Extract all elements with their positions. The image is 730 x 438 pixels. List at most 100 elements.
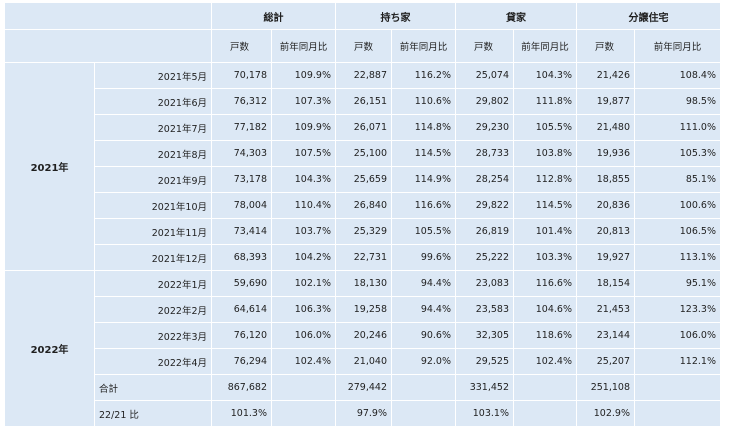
total-count-cell: 867,682: [211, 374, 272, 401]
owned-count-cell: 25,659: [335, 166, 392, 193]
total-count-cell: 76,294: [211, 348, 272, 375]
table-row: 2021年8月 74,303 107.5% 25,100 114.5% 28,733 103…: [5, 140, 721, 167]
table-body: 2021年 2021年5月 70,178 109.9% 22,887 116.2% 25,0…: [4, 62, 721, 427]
owned-yoy-cell: 90.6%: [391, 322, 456, 349]
group-header-owned: 持ち家: [335, 2, 456, 30]
table-row: 2021年10月 78,004 110.4% 26,840 116.6% 29,822 11…: [5, 192, 721, 219]
condo-yoy-cell: 106.0%: [634, 322, 721, 349]
month-label: 2022年3月: [94, 322, 212, 349]
housing-starts-table: 総計 持ち家 貸家 分譲住宅 戸数 前年同月比 戸数 前年同月比 戸数 前年同月…: [4, 2, 721, 427]
condo-yoy-cell: 95.1%: [634, 270, 721, 297]
owned-yoy-cell: 94.4%: [391, 270, 456, 297]
rental-yoy-cell: 104.6%: [513, 296, 577, 323]
rental-count-cell: 25,222: [455, 244, 514, 271]
owned-yoy-cell: 116.6%: [391, 192, 456, 219]
condo-count-cell: 102.9%: [576, 400, 635, 427]
table-row: 2021年7月 77,182 109.9% 26,071 114.8% 29,230 105…: [5, 114, 721, 141]
group-header-condo: 分譲住宅: [576, 2, 721, 30]
condo-count-cell: 25,207: [576, 348, 635, 375]
total-yoy-cell: [271, 400, 336, 427]
month-label: 2022年2月: [94, 296, 212, 323]
ratio-row: 22/21 比 101.3% 97.9% 103.1% 102.9%: [5, 400, 721, 427]
owned-yoy-cell: 114.5%: [391, 140, 456, 167]
rental-count-cell: 331,452: [455, 374, 514, 401]
total-yoy-cell: [271, 374, 336, 401]
rental-yoy-cell: [513, 374, 577, 401]
total-count-cell: 73,414: [211, 218, 272, 245]
total-count-cell: 70,178: [211, 62, 272, 89]
owned-count-cell: 26,840: [335, 192, 392, 219]
rental-count-cell: 29,230: [455, 114, 514, 141]
condo-yoy-cell: [634, 374, 721, 401]
total-count-cell: 77,182: [211, 114, 272, 141]
rental-yoy-cell: 105.5%: [513, 114, 577, 141]
owned-count-cell: 19,258: [335, 296, 392, 323]
condo-count-cell: 18,855: [576, 166, 635, 193]
owned-yoy-cell: 114.8%: [391, 114, 456, 141]
table-row: 2022年2月 64,614 106.3% 19,258 94.4% 23,583 104.…: [5, 296, 721, 323]
condo-count-cell: 21,480: [576, 114, 635, 141]
total-count-cell: 73,178: [211, 166, 272, 193]
rental-count-cell: 25,074: [455, 62, 514, 89]
rental-count-cell: 28,733: [455, 140, 514, 167]
table-row: 2021年 2021年5月 70,178 109.9% 22,887 116.2% 25,0…: [4, 62, 721, 271]
owned-count-cell: 25,329: [335, 218, 392, 245]
total-yoy-cell: 109.9%: [271, 114, 336, 141]
table-row: 2021年11月 73,414 103.7% 25,329 105.5% 26,819 10…: [5, 218, 721, 245]
condo-yoy-cell: 100.6%: [634, 192, 721, 219]
count-header: 戸数: [576, 29, 635, 63]
corner-cell: [4, 29, 212, 63]
owned-count-cell: 18,130: [335, 270, 392, 297]
condo-yoy-cell: 105.3%: [634, 140, 721, 167]
rental-yoy-cell: 103.3%: [513, 244, 577, 271]
owned-yoy-cell: 94.4%: [391, 296, 456, 323]
total-count-cell: 76,120: [211, 322, 272, 349]
rental-yoy-cell: 104.3%: [513, 62, 577, 89]
table-row: 2022年3月 76,120 106.0% 20,246 90.6% 32,305 118.…: [5, 322, 721, 349]
owned-count-cell: 22,731: [335, 244, 392, 271]
ratio-label: 22/21 比: [94, 400, 212, 427]
condo-count-cell: 19,927: [576, 244, 635, 271]
total-label: 合計: [94, 374, 212, 401]
year-label: 2021年: [4, 62, 95, 271]
count-header: 戸数: [211, 29, 272, 63]
rental-count-cell: 29,802: [455, 88, 514, 115]
total-yoy-cell: 110.4%: [271, 192, 336, 219]
owned-yoy-cell: [391, 374, 456, 401]
month-label: 2021年5月: [94, 62, 212, 89]
total-yoy-cell: 106.3%: [271, 296, 336, 323]
table-row: 2021年9月 73,178 104.3% 25,659 114.9% 28,254 112…: [5, 166, 721, 193]
owned-count-cell: 20,246: [335, 322, 392, 349]
owned-yoy-cell: 99.6%: [391, 244, 456, 271]
month-label: 2021年9月: [94, 166, 212, 193]
condo-yoy-cell: 108.4%: [634, 62, 721, 89]
rental-yoy-cell: 114.5%: [513, 192, 577, 219]
owned-count-cell: 26,071: [335, 114, 392, 141]
month-label: 2021年6月: [94, 88, 212, 115]
condo-yoy-cell: 106.5%: [634, 218, 721, 245]
condo-count-cell: 18,154: [576, 270, 635, 297]
total-yoy-cell: 104.3%: [271, 166, 336, 193]
month-label: 2022年4月: [94, 348, 212, 375]
group-header-rental: 貸家: [455, 2, 577, 30]
month-label: 2022年1月: [94, 270, 212, 297]
month-label: 2021年7月: [94, 114, 212, 141]
count-header: 戸数: [335, 29, 392, 63]
condo-yoy-cell: 111.0%: [634, 114, 721, 141]
condo-count-cell: 21,426: [576, 62, 635, 89]
owned-yoy-cell: 92.0%: [391, 348, 456, 375]
rental-yoy-cell: 103.8%: [513, 140, 577, 167]
condo-count-cell: 23,144: [576, 322, 635, 349]
group-header-row: 総計 持ち家 貸家 分譲住宅: [4, 2, 721, 30]
owned-yoy-cell: [391, 400, 456, 427]
condo-count-cell: 21,453: [576, 296, 635, 323]
rental-count-cell: 29,525: [455, 348, 514, 375]
owned-count-cell: 21,040: [335, 348, 392, 375]
condo-yoy-cell: 112.1%: [634, 348, 721, 375]
total-yoy-cell: 102.1%: [271, 270, 336, 297]
total-count-cell: 68,393: [211, 244, 272, 271]
condo-count-cell: 20,813: [576, 218, 635, 245]
total-yoy-cell: 102.4%: [271, 348, 336, 375]
table-row: 2021年12月 68,393 104.2% 22,731 99.6% 25,222 103…: [5, 244, 721, 271]
total-count-cell: 74,303: [211, 140, 272, 167]
